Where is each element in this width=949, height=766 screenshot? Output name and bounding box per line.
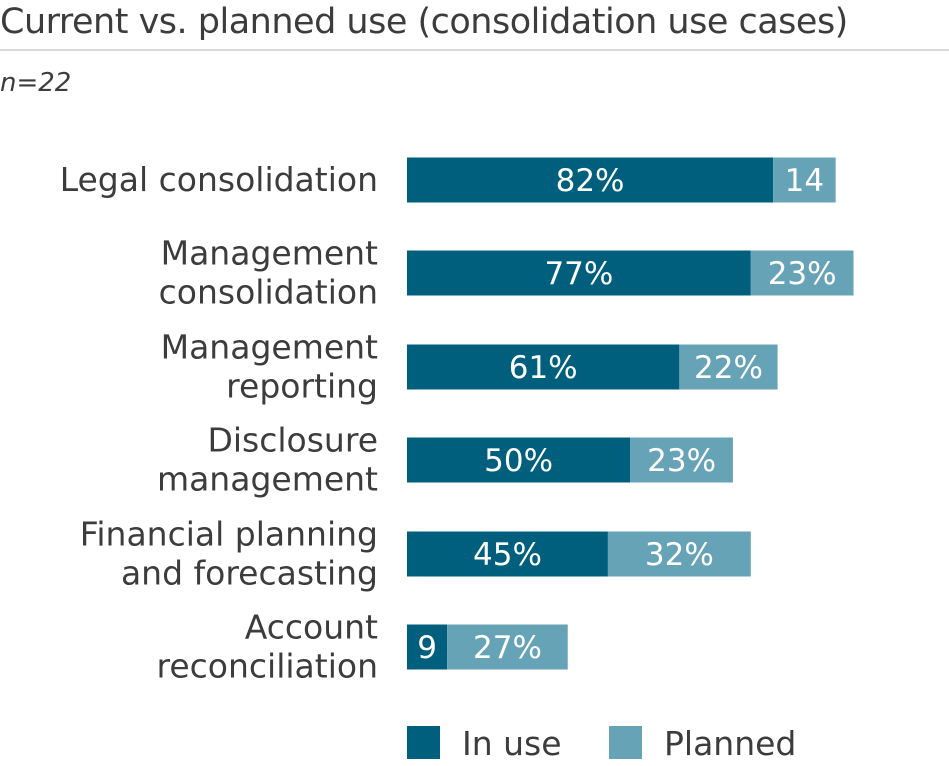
data-label: 50% <box>484 443 553 479</box>
chart-title: Current vs. planned use (consolidation u… <box>0 2 848 42</box>
legend-swatch <box>609 726 642 759</box>
category-label: Management <box>161 328 378 367</box>
in-use-bar <box>407 437 631 483</box>
data-label: 61% <box>509 350 578 386</box>
planned-bar <box>679 344 778 390</box>
planned-bar <box>630 437 733 483</box>
category-label: reporting <box>226 367 378 406</box>
data-label: 27% <box>473 630 542 666</box>
in-use-bar <box>407 250 751 296</box>
category-label: and forecasting <box>121 554 378 593</box>
data-label: 77% <box>544 256 613 292</box>
category-label: Management <box>161 234 378 273</box>
category-label: Financial planning <box>80 515 378 554</box>
data-label: 32% <box>645 537 714 573</box>
data-label: 23% <box>768 256 837 292</box>
in-use-bar <box>407 624 448 670</box>
data-label: 82% <box>556 163 625 199</box>
title-divider <box>0 49 949 51</box>
legend-swatch <box>407 726 440 759</box>
planned-bar <box>750 250 854 296</box>
category-label: Account <box>245 608 378 647</box>
planned-bar <box>447 624 568 670</box>
data-label: 22% <box>694 350 763 386</box>
planned-bar <box>773 157 836 203</box>
category-label: Disclosure <box>207 421 378 460</box>
category-label: management <box>157 460 378 499</box>
category-label: consolidation <box>159 273 378 312</box>
planned-bar <box>607 531 751 577</box>
in-use-bar <box>407 344 680 390</box>
chart-subtitle: n=22 <box>0 68 72 98</box>
legend-label: In use <box>462 724 562 763</box>
in-use-bar <box>407 531 608 577</box>
data-label: 23% <box>647 443 716 479</box>
legend-label: Planned <box>664 724 796 763</box>
data-label: 45% <box>473 537 542 573</box>
data-label: 9 <box>417 630 437 666</box>
category-label: Legal consolidation <box>60 160 378 199</box>
category-label: reconciliation <box>157 647 378 686</box>
data-label: 14 <box>785 163 824 199</box>
in-use-bar <box>407 157 774 203</box>
